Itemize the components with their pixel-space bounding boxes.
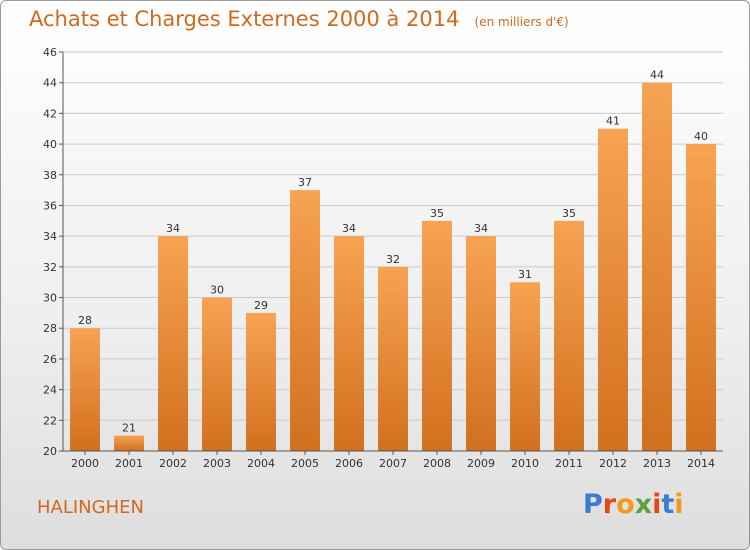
- x-tick-label: 2009: [467, 457, 495, 470]
- y-tick-label: 42: [43, 107, 57, 120]
- x-tick-label: 2003: [203, 457, 231, 470]
- chart-title: Achats et Charges Externes 2000 à 2014: [29, 7, 460, 31]
- x-tick-label: 2008: [423, 457, 451, 470]
- y-tick-label: 28: [43, 322, 57, 335]
- x-tick-label: 2002: [159, 457, 187, 470]
- x-tick-label: 2001: [115, 457, 143, 470]
- data-label: 34: [342, 222, 356, 235]
- bar-2003: [202, 297, 232, 451]
- y-tick-label: 32: [43, 261, 57, 274]
- bar-2009: [466, 236, 496, 451]
- data-label: 37: [298, 176, 312, 189]
- y-tick-label: 24: [43, 384, 57, 397]
- y-tick-label: 34: [43, 230, 57, 243]
- x-tick-label: 2013: [643, 457, 671, 470]
- data-label: 34: [166, 222, 180, 235]
- bar-2002: [158, 236, 188, 451]
- y-axis-ticks: 20 22 24 26 28 30 32 34 36 38 40 42 44 46: [43, 46, 63, 458]
- data-label: 30: [210, 284, 224, 297]
- axes: [62, 52, 723, 452]
- chart-unit-label: (en milliers d'€): [474, 15, 569, 29]
- bar-2010: [510, 282, 540, 451]
- logo-letter: x: [634, 489, 653, 520]
- x-tick-label: 2005: [291, 457, 319, 470]
- data-label: 35: [562, 207, 576, 220]
- y-tick-label: 44: [43, 77, 57, 90]
- logo-letter: r: [602, 489, 617, 520]
- bar-2001: [114, 435, 144, 451]
- bar-2006: [334, 236, 364, 451]
- y-tick-label: 38: [43, 169, 57, 182]
- y-tick-label: 30: [43, 292, 57, 305]
- bar-2014: [686, 144, 716, 452]
- bar-2012: [598, 128, 628, 451]
- x-tick-label: 2014: [687, 457, 715, 470]
- commune-name: HALINGHEN: [37, 497, 144, 518]
- y-tick-label: 26: [43, 353, 57, 366]
- y-tick-label: 40: [43, 138, 57, 151]
- data-label: 32: [386, 253, 400, 266]
- data-label: 28: [78, 314, 92, 327]
- bar-2007: [378, 266, 408, 451]
- data-label: 34: [474, 222, 488, 235]
- data-label: 31: [518, 268, 532, 281]
- logo-letter: i: [652, 489, 662, 520]
- data-label: 29: [254, 299, 268, 312]
- data-label: 41: [606, 115, 620, 128]
- data-label: 21: [122, 422, 136, 435]
- y-tick-label: 46: [43, 46, 57, 59]
- x-tick-label: 2004: [247, 457, 275, 470]
- logo-letter: P: [583, 489, 603, 520]
- x-tick-label: 2010: [511, 457, 539, 470]
- x-tick-label: 2000: [71, 457, 99, 470]
- y-tick-label: 20: [43, 445, 57, 458]
- y-tick-label: 36: [43, 199, 57, 212]
- x-tick-label: 2007: [379, 457, 407, 470]
- bar-2013: [642, 82, 672, 451]
- y-tick-label: 22: [43, 414, 57, 427]
- x-tick-label: 2012: [599, 457, 627, 470]
- x-tick-label: 2006: [335, 457, 363, 470]
- title-block: Achats et Charges Externes 2000 à 2014 (…: [29, 7, 569, 31]
- data-label: 40: [694, 130, 708, 143]
- x-axis-ticks: 2000 2001 2002 2003 2004 2005 2006 2007 2008 2009…: [71, 451, 715, 470]
- bar-2008: [422, 220, 452, 451]
- proxiti-logo: Proxiti: [583, 489, 684, 520]
- logo-letter: t: [661, 489, 675, 520]
- x-tick-label: 2011: [555, 457, 583, 470]
- data-labels: 28 21 34 30 29 37 34 32 35 34 31 35 41 44 40: [78, 69, 708, 435]
- logo-letter: i: [674, 489, 684, 520]
- bar-2000: [70, 328, 100, 451]
- bar-2005: [290, 190, 320, 451]
- data-label: 44: [650, 69, 664, 82]
- data-label: 35: [430, 207, 444, 220]
- bars: [70, 82, 716, 452]
- bar-2011: [554, 220, 584, 451]
- logo-letter: o: [616, 489, 635, 520]
- bar-2004: [246, 312, 276, 451]
